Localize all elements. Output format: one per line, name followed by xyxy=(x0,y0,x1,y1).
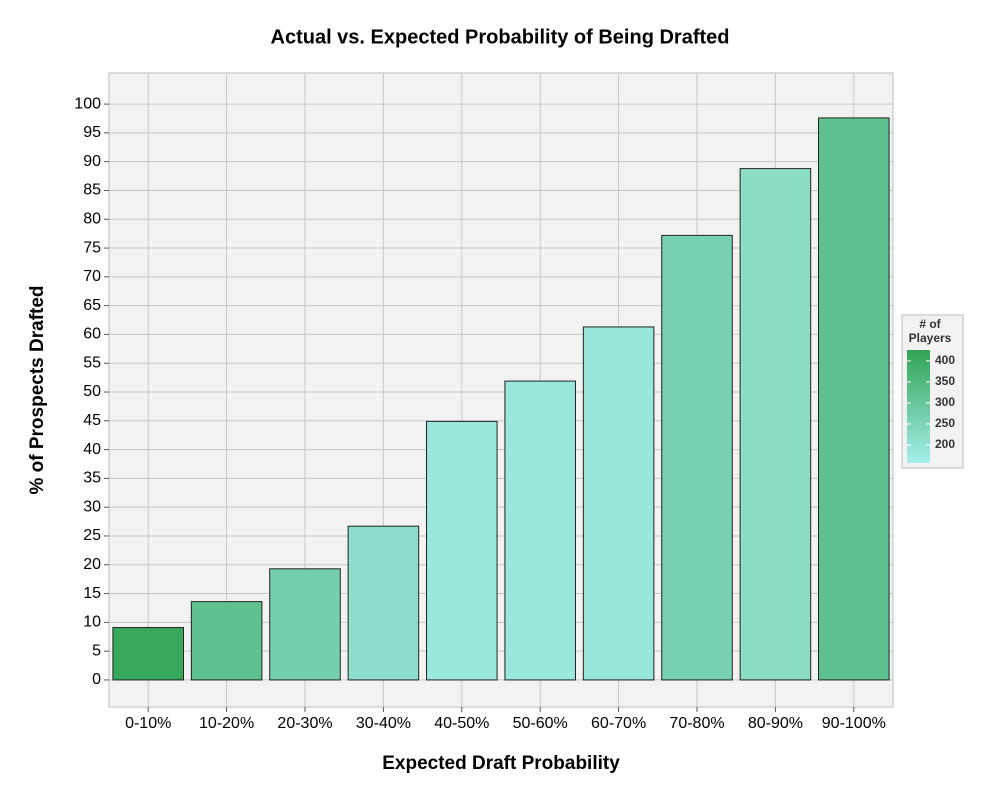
x-tick-label: 10-20% xyxy=(199,715,254,732)
y-tick-label: 20 xyxy=(83,556,101,573)
y-tick-label: 100 xyxy=(74,95,101,112)
y-tick-label: 95 xyxy=(83,124,101,141)
legend-label: 350 xyxy=(935,374,955,388)
x-tick-label: 40-50% xyxy=(434,715,489,732)
chart-title: Actual vs. Expected Probability of Being… xyxy=(271,26,730,48)
x-tick-label: 0-10% xyxy=(125,715,171,732)
y-tick-label: 5 xyxy=(92,642,101,659)
x-tick-label: 50-60% xyxy=(513,715,568,732)
bar xyxy=(739,168,812,681)
y-tick-label: 50 xyxy=(83,383,101,400)
y-tick-label: 70 xyxy=(83,268,101,285)
x-tick-label: 80-90% xyxy=(748,715,803,732)
y-axis-title: % of Prospects Drafted xyxy=(27,285,48,494)
y-tick-label: 25 xyxy=(83,527,101,544)
y-tick-label: 45 xyxy=(83,412,101,429)
legend-label: 250 xyxy=(935,416,955,430)
bar xyxy=(661,234,733,681)
legend-colorbar xyxy=(907,350,930,463)
y-tick-label: 15 xyxy=(83,585,101,602)
y-tick-label: 60 xyxy=(83,326,101,343)
legend-label: 200 xyxy=(935,437,955,451)
legend-title: Players xyxy=(909,331,952,345)
y-tick-label: 90 xyxy=(83,153,101,170)
bar xyxy=(190,601,263,681)
y-tick-label: 80 xyxy=(83,210,101,227)
y-tick-label: 0 xyxy=(92,671,101,688)
bar xyxy=(347,525,420,681)
bar xyxy=(426,420,498,681)
y-tick-label: 85 xyxy=(83,182,101,199)
y-tick-label: 65 xyxy=(83,297,101,314)
legend-label: 400 xyxy=(935,353,955,367)
x-tick-label: 90-100% xyxy=(822,715,886,732)
x-axis-title: Expected Draft Probability xyxy=(382,753,620,774)
bar xyxy=(504,380,576,681)
bar xyxy=(818,117,890,681)
legend-label: 300 xyxy=(935,395,955,409)
x-tick-label: 60-70% xyxy=(591,715,646,732)
y-tick-label: 40 xyxy=(83,441,101,458)
x-tick-label: 30-40% xyxy=(356,715,411,732)
y-tick-label: 75 xyxy=(83,239,101,256)
x-tick-label: 70-80% xyxy=(669,715,724,732)
y-tick-label: 35 xyxy=(83,470,101,487)
bar xyxy=(582,326,655,681)
bar xyxy=(112,627,184,681)
legend-title: # of xyxy=(919,317,941,331)
x-tick-label: 20-30% xyxy=(277,715,332,732)
y-tick-label: 10 xyxy=(83,614,101,631)
y-tick-label: 30 xyxy=(83,498,101,515)
y-tick-label: 55 xyxy=(83,354,101,371)
bar xyxy=(269,568,341,681)
